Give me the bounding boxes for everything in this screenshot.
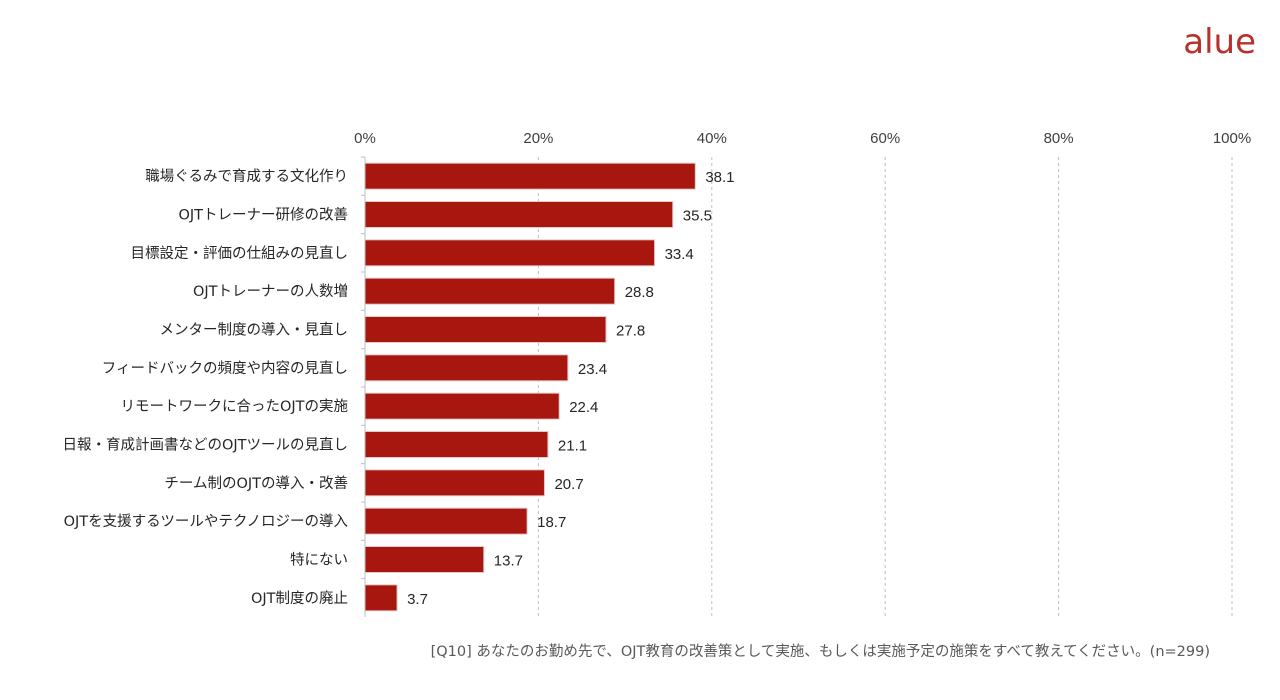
category-labels: 職場ぐるみで育成する文化作り OJTトレーナー研修の改善目標設定・評価の仕組みの見…: [62, 168, 348, 607]
question-note: [Q10] あなたのお勤め先で、OJT教育の改善策として実施、もしくは実施予定の…: [430, 644, 1210, 660]
x-tick-label: 40%: [697, 130, 727, 147]
category-label: OJTを支援するツールやテクノロジーの導入: [64, 513, 348, 530]
bar: [364, 201, 674, 228]
data-label: 33.4: [665, 246, 694, 263]
category-label: 目標設定・評価の仕組みの見直し: [131, 245, 349, 262]
data-label: 35.5: [683, 208, 712, 225]
bar: [364, 507, 528, 535]
bar: [364, 546, 485, 573]
category-label: 職場ぐるみで育成する文化作り: [145, 168, 348, 185]
brand-logo: alue: [1183, 22, 1256, 62]
bar: [364, 392, 560, 420]
x-tick-label: 100%: [1213, 130, 1251, 147]
data-label: 20.7: [554, 476, 583, 493]
bar: [364, 316, 607, 343]
category-label: リモートワークに合ったOJTの実施: [120, 398, 348, 415]
data-label: 23.4: [578, 361, 607, 378]
bar: [364, 469, 545, 497]
bar: [364, 277, 616, 305]
x-tick-label: 80%: [1044, 130, 1074, 147]
data-label: 13.7: [494, 553, 523, 570]
bar: [364, 162, 696, 190]
bar-chart: 0% 20% 40% 60% 80% 100% 職場ぐるみで育成する文化作り OJTトレーナ…: [62, 130, 1251, 617]
bar: [364, 354, 569, 382]
category-label: メンター制度の導入・見直し: [160, 322, 349, 339]
bars: [364, 162, 696, 612]
data-label: 21.1: [558, 438, 587, 455]
data-label: 28.8: [625, 284, 654, 301]
x-tick-label: 0%: [354, 130, 376, 147]
gridlines: [361, 156, 1233, 617]
category-label: 日報・育成計画書などのOJTツールの見直し: [62, 437, 348, 454]
x-tick-label: 20%: [523, 130, 553, 147]
category-label: チーム制のOJTの導入・改善: [164, 475, 348, 492]
bar: [364, 584, 398, 612]
data-label: 38.1: [705, 169, 734, 186]
bar: [364, 239, 656, 267]
axis-tick-labels: 0% 20% 40% 60% 80% 100%: [354, 130, 1251, 147]
category-label: フィードバックの頻度や内容の見直し: [102, 360, 348, 377]
data-labels: 38.1 35.5 33.4 28.8 27.8 23.4 22.4 21.1 20.7 18.7…: [407, 169, 734, 608]
data-label: 3.7: [407, 591, 428, 608]
x-tick-label: 60%: [870, 130, 900, 147]
category-label: OJTトレーナー研修の改善: [178, 207, 348, 224]
category-label: 特にない: [290, 552, 348, 569]
category-label: OJT制度の廃止: [251, 589, 348, 607]
bar: [364, 431, 549, 458]
data-label: 18.7: [537, 514, 566, 531]
category-label: OJTトレーナーの人数増: [193, 283, 348, 300]
data-label: 27.8: [616, 323, 645, 340]
data-label: 22.4: [569, 399, 598, 416]
